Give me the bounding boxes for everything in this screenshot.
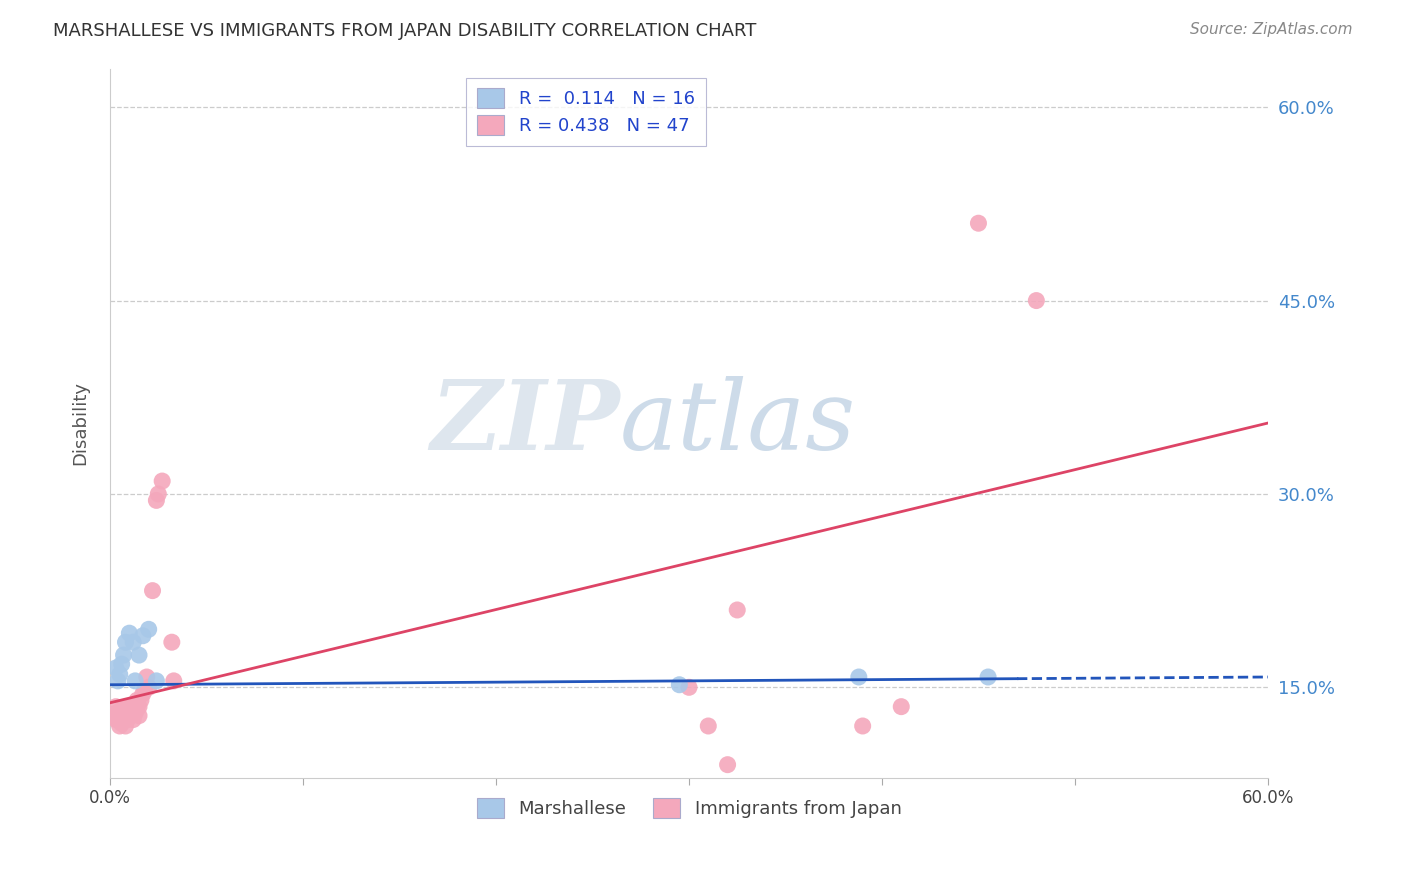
- Point: [977, 670, 1000, 684]
- Point: [122, 635, 145, 649]
- Point: [118, 626, 141, 640]
- Point: [163, 673, 186, 688]
- Text: Source: ZipAtlas.com: Source: ZipAtlas.com: [1189, 22, 1353, 37]
- Point: [134, 682, 156, 697]
- Point: [132, 687, 155, 701]
- Text: MARSHALLESE VS IMMIGRANTS FROM JAPAN DISABILITY CORRELATION CHART: MARSHALLESE VS IMMIGRANTS FROM JAPAN DIS…: [53, 22, 756, 40]
- Point: [678, 681, 700, 695]
- Point: [108, 713, 131, 727]
- Point: [129, 693, 152, 707]
- Point: [122, 713, 145, 727]
- Point: [135, 670, 157, 684]
- Point: [114, 708, 136, 723]
- Point: [160, 635, 183, 649]
- Point: [148, 487, 170, 501]
- Point: [104, 661, 127, 675]
- Point: [111, 708, 134, 723]
- Point: [108, 706, 131, 720]
- Point: [114, 719, 136, 733]
- Point: [118, 708, 141, 723]
- Point: [120, 699, 142, 714]
- Point: [967, 216, 990, 230]
- Point: [127, 699, 149, 714]
- Point: [112, 713, 135, 727]
- Point: [114, 635, 136, 649]
- Point: [124, 673, 146, 688]
- Point: [697, 719, 720, 733]
- Point: [107, 708, 129, 723]
- Text: atlas: atlas: [620, 376, 856, 470]
- Point: [111, 657, 134, 672]
- Point: [107, 673, 129, 688]
- Point: [138, 623, 160, 637]
- Point: [1025, 293, 1047, 308]
- Text: ZIP: ZIP: [430, 376, 620, 470]
- Point: [725, 603, 748, 617]
- Point: [145, 493, 167, 508]
- Point: [124, 706, 146, 720]
- Point: [848, 670, 870, 684]
- Point: [112, 706, 135, 720]
- Point: [668, 678, 690, 692]
- Point: [111, 716, 134, 731]
- Point: [120, 708, 142, 723]
- Point: [138, 681, 160, 695]
- Point: [127, 693, 149, 707]
- Point: [104, 699, 127, 714]
- Point: [117, 704, 139, 718]
- Point: [150, 474, 173, 488]
- Point: [122, 704, 145, 718]
- Point: [108, 719, 131, 733]
- Point: [145, 673, 167, 688]
- Point: [128, 648, 150, 662]
- Point: [141, 583, 163, 598]
- Point: [118, 699, 141, 714]
- Y-axis label: Disability: Disability: [72, 381, 89, 465]
- Point: [108, 667, 131, 681]
- Point: [107, 713, 129, 727]
- Point: [890, 699, 912, 714]
- Point: [104, 706, 127, 720]
- Point: [132, 629, 155, 643]
- Legend: Marshallese, Immigrants from Japan: Marshallese, Immigrants from Japan: [470, 791, 908, 825]
- Point: [716, 757, 738, 772]
- Point: [128, 708, 150, 723]
- Point: [112, 648, 135, 662]
- Point: [104, 713, 127, 727]
- Point: [852, 719, 875, 733]
- Point: [111, 702, 134, 716]
- Point: [117, 713, 139, 727]
- Point: [128, 699, 150, 714]
